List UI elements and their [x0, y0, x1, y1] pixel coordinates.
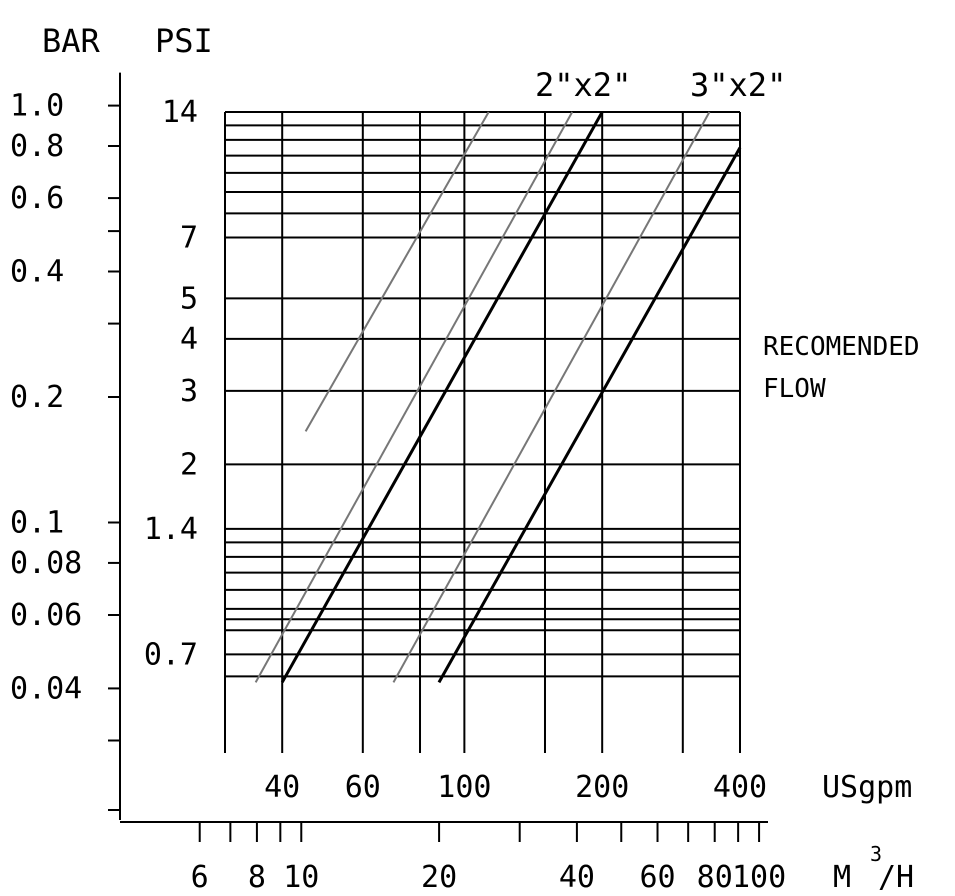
- m3h-tick-label: 80: [697, 860, 733, 895]
- grid-layer: [224, 111, 741, 753]
- m3h-tick-label: 10: [283, 860, 319, 895]
- label-layer: BAR PSI 2"x2" 3"x2" RECOMENDED FLOW USgp…: [10, 22, 920, 895]
- flow-curve-2: [254, 111, 574, 683]
- size-label-2x2: 2"x2": [535, 66, 631, 104]
- psi-tick-label: 3: [180, 374, 198, 409]
- psi-tick-label: 0.7: [144, 637, 198, 672]
- usgpm-tick-label: 60: [345, 770, 381, 805]
- m3h-tick-label: 40: [559, 860, 595, 895]
- flow-curve-5: [437, 146, 742, 684]
- psi-tick-label: 5: [180, 281, 198, 316]
- m3h-tick-label: 20: [421, 860, 457, 895]
- m3h-unit-exponent: 3: [870, 842, 882, 866]
- axis-layer: [108, 72, 768, 842]
- psi-unit-label: PSI: [155, 22, 213, 60]
- bar-tick-label: 0.2: [10, 380, 64, 415]
- psi-tick-label: 7: [180, 221, 198, 256]
- flow-curve-4: [392, 111, 711, 683]
- usgpm-tick-label: 400: [713, 770, 767, 805]
- bar-tick-label: 0.04: [10, 671, 82, 706]
- bar-tick-label: 0.08: [10, 546, 82, 581]
- psi-tick-label: 4: [180, 322, 198, 357]
- m3h-unit-tail: /H: [878, 860, 914, 895]
- bar-tick-label: 0.8: [10, 129, 64, 164]
- flow-label: FLOW: [763, 374, 826, 404]
- flow-curve-3: [280, 111, 604, 684]
- m3h-tick-label: 8: [248, 860, 266, 895]
- usgpm-tick-label: 100: [437, 770, 491, 805]
- bar-tick-label: 0.4: [10, 255, 64, 290]
- series-layer: [254, 111, 742, 684]
- psi-tick-label: 2: [180, 447, 198, 482]
- size-label-3x2: 3"x2": [690, 66, 786, 104]
- usgpm-unit-label: USgpm: [822, 770, 912, 805]
- m3h-tick-label: 100: [732, 860, 786, 895]
- bar-tick-label: 1.0: [10, 89, 64, 124]
- m3h-tick-label: 60: [639, 860, 675, 895]
- usgpm-tick-label: 200: [575, 770, 629, 805]
- bar-tick-label: 0.1: [10, 506, 64, 541]
- bar-tick-label: 0.06: [10, 598, 82, 633]
- psi-tick-label: 1.4: [144, 512, 198, 547]
- bar-tick-label: 0.6: [10, 181, 64, 216]
- psi-tick-label: 14: [162, 95, 198, 130]
- usgpm-tick-label: 40: [264, 770, 300, 805]
- flow-curve-1: [304, 111, 490, 432]
- m3h-unit-base: M: [833, 860, 851, 895]
- bar-unit-label: BAR: [42, 22, 101, 60]
- recommended-label: RECOMENDED: [763, 332, 920, 362]
- m3h-tick-label: 6: [191, 860, 209, 895]
